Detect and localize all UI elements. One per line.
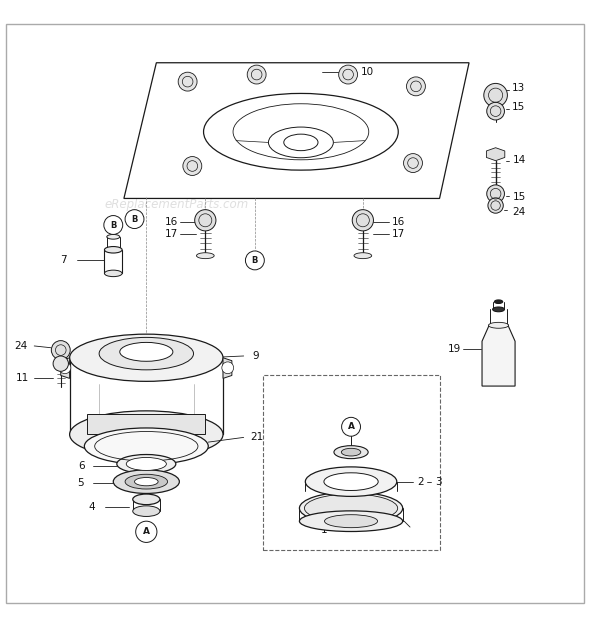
Text: 5: 5 [77,478,84,488]
Ellipse shape [107,234,120,239]
Text: 1: 1 [321,525,328,535]
Text: 13: 13 [512,83,525,93]
Ellipse shape [493,307,504,312]
Circle shape [125,209,144,228]
Circle shape [247,65,266,84]
Circle shape [104,216,123,234]
Circle shape [484,83,507,107]
Ellipse shape [70,334,223,381]
Ellipse shape [306,467,396,497]
Circle shape [136,521,157,542]
Ellipse shape [304,494,398,522]
Ellipse shape [324,473,378,490]
Text: 3: 3 [435,477,442,487]
Text: B: B [132,214,137,224]
Ellipse shape [126,458,166,470]
Circle shape [487,102,504,120]
Circle shape [245,251,264,270]
Ellipse shape [120,342,173,361]
Text: 4: 4 [88,502,96,512]
Ellipse shape [324,515,378,528]
Circle shape [404,154,422,172]
Ellipse shape [117,455,176,473]
Circle shape [339,65,358,84]
Ellipse shape [125,474,168,489]
Polygon shape [482,325,515,386]
Ellipse shape [135,478,158,486]
Circle shape [487,185,504,203]
Bar [263,376,440,549]
Text: 11: 11 [16,374,29,383]
Text: B: B [110,221,116,229]
Ellipse shape [133,506,160,517]
Polygon shape [61,358,70,379]
Text: 19: 19 [448,344,461,354]
Ellipse shape [113,470,179,493]
Circle shape [59,362,71,374]
Circle shape [178,72,197,91]
Text: 16: 16 [165,217,178,227]
Text: 2: 2 [417,477,424,487]
Text: 15: 15 [512,102,525,112]
Circle shape [407,77,425,96]
Circle shape [222,362,234,374]
Circle shape [51,340,70,359]
Ellipse shape [104,270,122,277]
Text: 6: 6 [78,461,85,471]
Ellipse shape [133,494,160,505]
Circle shape [53,356,68,371]
Circle shape [183,157,202,176]
Ellipse shape [99,337,194,370]
Circle shape [352,209,373,231]
Polygon shape [486,148,505,161]
Polygon shape [87,414,205,435]
Circle shape [195,209,216,231]
Text: A: A [143,527,150,536]
Ellipse shape [354,253,372,258]
Text: 17: 17 [165,229,178,239]
Text: B: B [252,256,258,265]
Text: 24: 24 [15,341,28,351]
Ellipse shape [196,253,214,258]
Text: 21: 21 [251,433,264,443]
Polygon shape [223,358,232,379]
Ellipse shape [494,300,503,303]
Text: 10: 10 [360,66,373,76]
Text: eReplacementParts.com: eReplacementParts.com [105,198,249,211]
Text: 24: 24 [513,207,526,217]
Ellipse shape [334,446,368,458]
Ellipse shape [104,246,122,253]
Ellipse shape [70,411,223,458]
Text: 14: 14 [513,155,526,165]
Ellipse shape [299,492,402,524]
Ellipse shape [299,511,402,532]
Text: 15: 15 [513,192,526,202]
Text: 16: 16 [392,217,405,227]
Text: A: A [348,422,355,431]
Ellipse shape [341,448,361,456]
Text: 7: 7 [60,255,67,265]
Ellipse shape [84,428,208,465]
Ellipse shape [489,322,509,329]
Circle shape [488,198,503,213]
Text: 9: 9 [252,351,259,361]
Text: 17: 17 [392,229,405,239]
Circle shape [342,418,360,436]
Polygon shape [124,63,469,199]
